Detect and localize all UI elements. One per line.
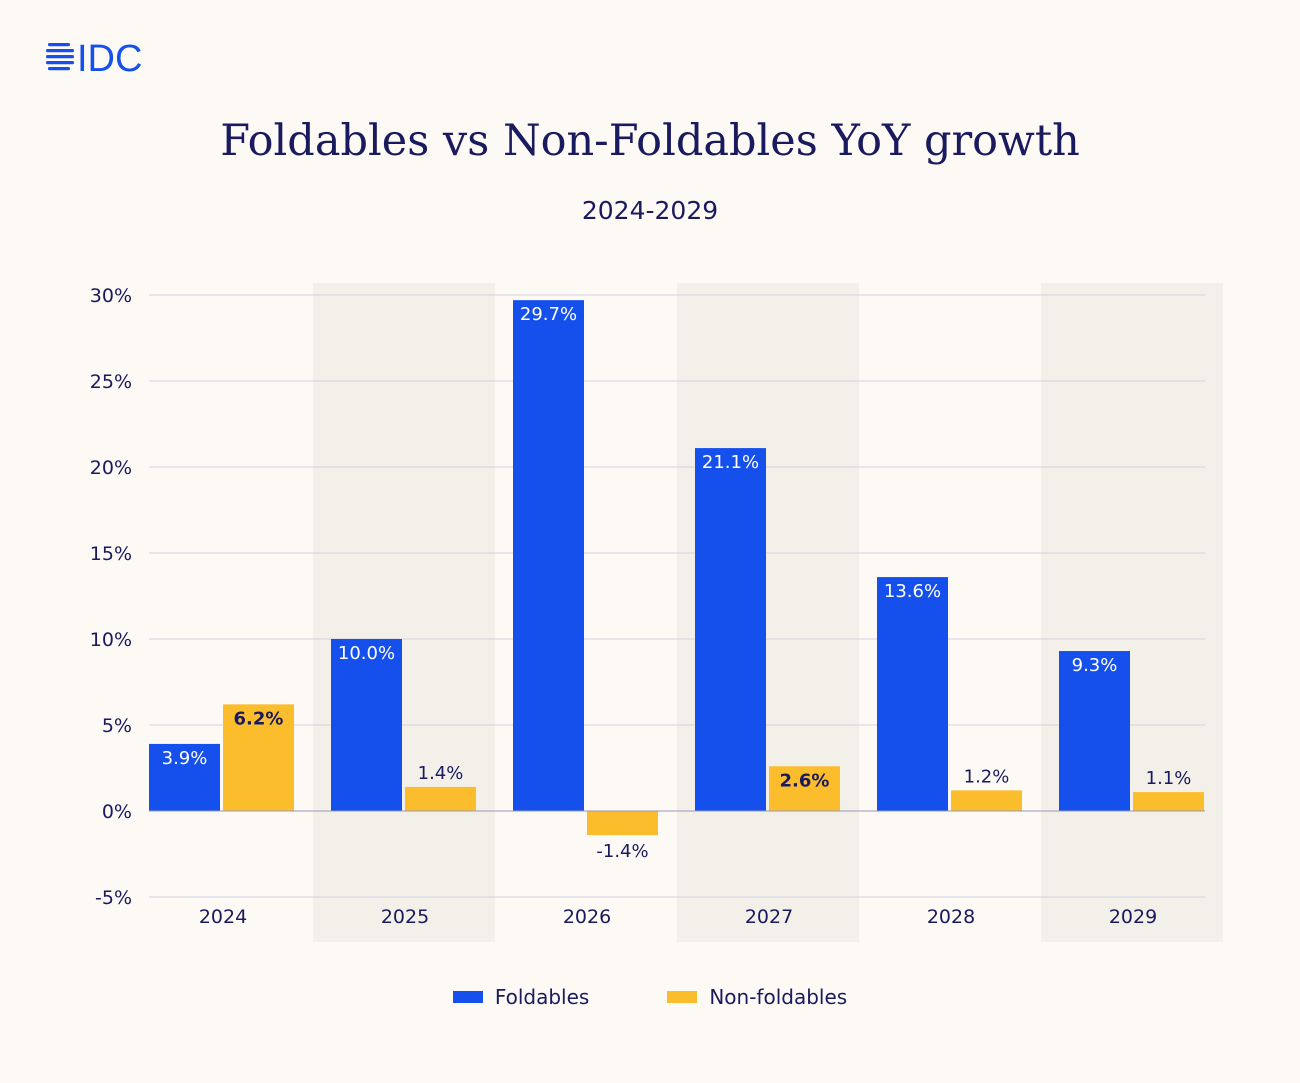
foldables-data-label: 3.9% [162, 748, 208, 769]
legend-item: Non-foldables [667, 985, 847, 1009]
chart-title: Foldables vs Non-Foldables YoY growth [220, 116, 1080, 166]
foldables-data-label: 13.6% [884, 581, 941, 602]
non-foldables-bar [223, 704, 294, 811]
x-tick-label: 2026 [563, 906, 611, 928]
category-band [313, 283, 495, 942]
foldables-data-label: 29.7% [520, 304, 577, 325]
y-tick-label: 5% [102, 715, 132, 737]
non-foldables-bar [1133, 792, 1204, 811]
non-foldables-bar [405, 786, 476, 811]
foldables-bar [513, 300, 584, 811]
y-tick-label: 10% [90, 629, 132, 651]
non-foldables-bar [587, 811, 658, 836]
y-tick-label: 25% [90, 371, 132, 393]
legend-swatch [452, 991, 483, 1003]
legend-label: Foldables [494, 985, 590, 1009]
foldables-data-label: 10.0% [338, 643, 395, 664]
chart-legend: Foldables Non-foldables [0, 985, 1300, 1009]
non-foldables-bar [769, 766, 840, 811]
x-tick-label: 2028 [927, 906, 975, 928]
non-foldables-data-label: 6.2% [234, 708, 284, 729]
foldables-bar [695, 448, 766, 811]
idc-logo: IDC [46, 38, 142, 80]
category-band [1041, 283, 1223, 942]
y-tick-label: 20% [90, 457, 132, 479]
foldables-bar [1059, 651, 1130, 811]
y-tick-label: 30% [90, 285, 132, 307]
logo-text: IDC [77, 38, 142, 80]
non-foldables-data-label: 1.2% [964, 766, 1010, 787]
foldables-bar [331, 639, 402, 811]
x-tick-label: 2027 [745, 906, 793, 928]
globe-icon [46, 43, 74, 71]
legend-item: Foldables [452, 985, 590, 1009]
non-foldables-data-label: 2.6% [780, 770, 830, 791]
non-foldables-data-label: 1.4% [418, 763, 464, 784]
legend-label: Non-foldables [709, 985, 848, 1009]
foldables-data-label: 9.3% [1072, 655, 1118, 676]
non-foldables-bar [951, 790, 1022, 811]
non-foldables-data-label: -1.4% [596, 841, 648, 862]
foldables-data-label: 21.1% [702, 452, 759, 473]
x-tick-label: 2029 [1109, 906, 1157, 928]
x-tick-label: 2024 [199, 906, 247, 928]
legend-swatch [667, 991, 698, 1003]
y-tick-label: 0% [102, 801, 132, 823]
foldables-bar [149, 743, 220, 811]
chart-subtitle: 2024-2029 [581, 196, 719, 225]
x-tick-label: 2025 [381, 906, 429, 928]
non-foldables-data-label: 1.1% [1146, 768, 1192, 789]
y-tick-label: -5% [95, 887, 132, 909]
foldables-bar [877, 577, 948, 811]
y-tick-label: 15% [90, 543, 132, 565]
